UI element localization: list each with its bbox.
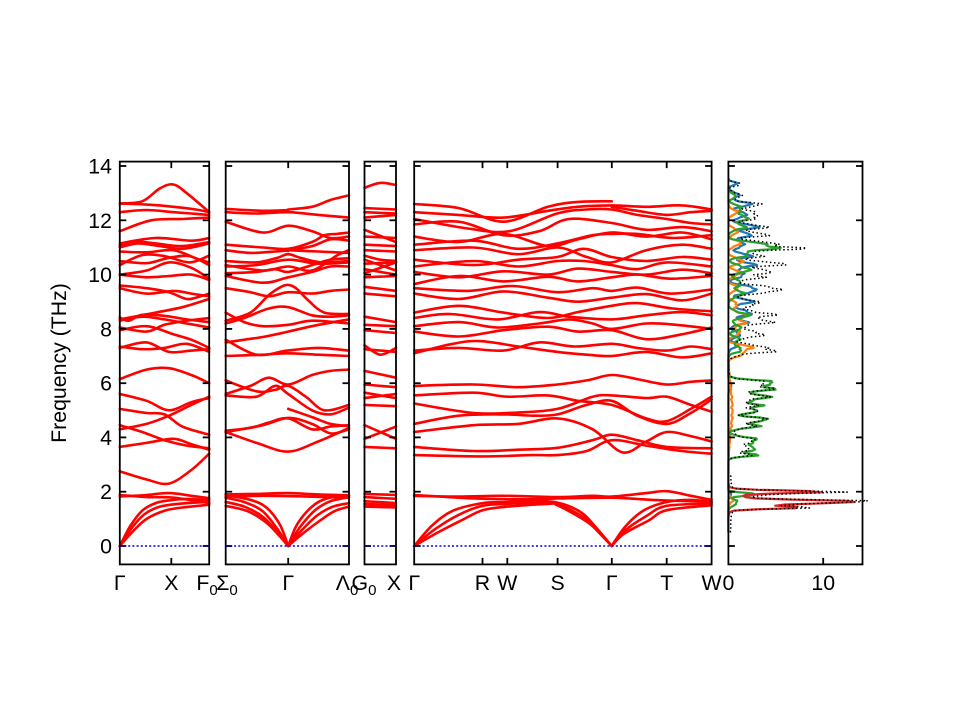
svg-text:6: 6 <box>100 372 112 396</box>
svg-text:W: W <box>497 571 518 595</box>
svg-text:Γ: Γ <box>114 571 126 595</box>
svg-text:Γ: Γ <box>282 571 294 595</box>
svg-text:X: X <box>164 571 178 595</box>
svg-text:Γ: Γ <box>606 571 618 595</box>
svg-text:Frequency (THz): Frequency (THz) <box>47 283 71 443</box>
svg-text:10: 10 <box>88 263 112 287</box>
svg-text:Γ: Γ <box>408 571 420 595</box>
svg-text:12: 12 <box>88 209 112 233</box>
svg-text:8: 8 <box>100 317 112 341</box>
svg-text:14: 14 <box>88 155 112 179</box>
svg-text:2: 2 <box>100 480 112 504</box>
svg-text:T: T <box>660 571 673 595</box>
svg-text:S: S <box>550 571 564 595</box>
svg-text:10: 10 <box>811 571 835 595</box>
svg-text:W: W <box>702 571 723 595</box>
svg-text:4: 4 <box>100 426 112 450</box>
svg-text:0: 0 <box>100 535 112 559</box>
svg-text:0: 0 <box>722 571 734 595</box>
svg-text:R: R <box>475 571 490 595</box>
svg-text:X: X <box>387 571 401 595</box>
